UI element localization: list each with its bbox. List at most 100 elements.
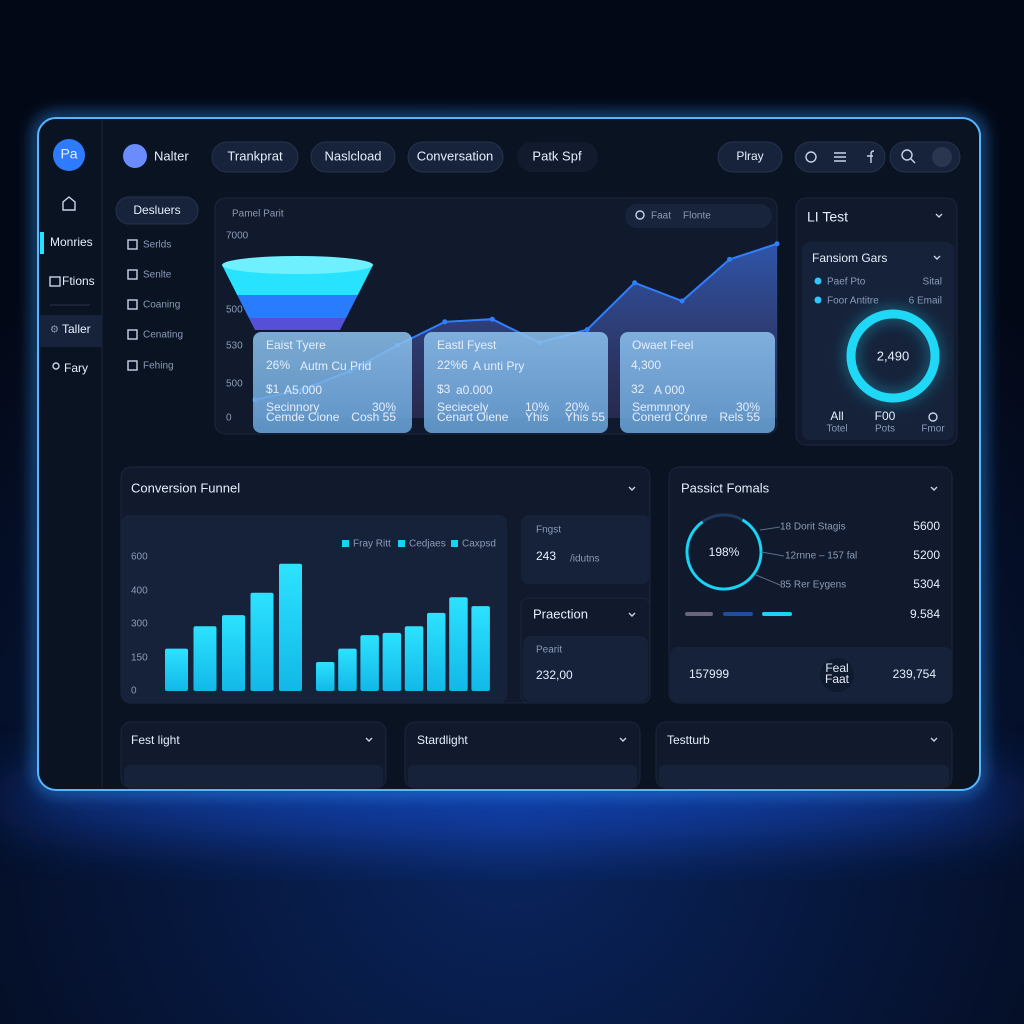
card-value: 4,300 — [631, 358, 661, 372]
stat-card[interactable] — [253, 332, 412, 433]
tab[interactable] — [517, 142, 598, 172]
home-icon[interactable] — [62, 196, 76, 211]
menu-item[interactable]: Cenating — [143, 330, 183, 341]
panel-title: Fest light — [131, 733, 180, 747]
chevron[interactable] — [628, 486, 636, 491]
menu-item[interactable]: Coaning — [143, 300, 180, 311]
total-right: 239,754 — [893, 667, 937, 681]
sidebar-item[interactable]: Ftions — [62, 274, 95, 288]
action-button[interactable] — [717, 141, 783, 173]
stat-label: Pots — [875, 424, 895, 435]
search-text: Flonte — [683, 211, 711, 222]
panel-title: Praection — [533, 606, 588, 621]
progress — [762, 612, 792, 616]
chevron[interactable] — [930, 486, 938, 491]
search-icon — [635, 210, 645, 220]
chevron[interactable] — [365, 737, 373, 742]
f-icon[interactable] — [867, 150, 875, 163]
legend-label: Caxpsd — [462, 539, 496, 550]
stat-card[interactable] — [424, 332, 608, 433]
menu-active[interactable] — [115, 196, 199, 225]
bar — [279, 563, 302, 691]
y-label: 530 — [226, 341, 243, 352]
card-value: 243 — [536, 549, 556, 563]
connector — [755, 526, 785, 586]
funnel-layer — [248, 318, 347, 330]
row-value: 5200 — [913, 548, 940, 562]
point — [584, 327, 590, 333]
action-label: Plray — [736, 149, 763, 163]
card-footer-note: Yhis — [525, 410, 548, 424]
y-label: 0 — [131, 686, 137, 697]
panel-title: Passict Fomals — [681, 480, 770, 495]
tab-label: Naslcload — [324, 148, 381, 163]
avatar[interactable] — [123, 144, 147, 168]
badge[interactable] — [820, 658, 854, 692]
card-footer: Conerd Conre — [632, 410, 708, 424]
badge-text: Faat — [825, 672, 850, 686]
legend-name: Foor Antitre — [827, 296, 879, 307]
chevron[interactable] — [628, 612, 636, 617]
badge-text: Feal — [825, 661, 848, 675]
chevron[interactable] — [619, 737, 627, 742]
icon — [127, 360, 138, 371]
sidebar-item[interactable]: Taller — [62, 322, 91, 336]
formals-panel — [668, 466, 953, 704]
prediction-card — [523, 636, 648, 702]
point — [774, 241, 780, 247]
tab[interactable] — [310, 141, 396, 173]
stat-card[interactable] — [620, 332, 775, 433]
card-note: a0.000 — [456, 383, 493, 397]
tab[interactable] — [211, 141, 299, 173]
card-unit: /idutns — [570, 554, 599, 565]
search-icon[interactable] — [901, 149, 913, 161]
card-note: A 000 — [654, 383, 685, 397]
bar — [250, 592, 274, 691]
sub-panel — [124, 765, 383, 788]
small-card[interactable] — [521, 515, 650, 584]
card-note: A5.000 — [284, 383, 322, 397]
card-value: 22%6 — [437, 358, 468, 372]
change: 9.584 — [910, 607, 940, 621]
sidebar-item[interactable]: Monries — [50, 235, 93, 249]
icon[interactable] — [805, 151, 817, 163]
bar — [316, 661, 335, 691]
menu-item[interactable]: Serlds — [143, 240, 171, 251]
search-box[interactable] — [625, 204, 772, 228]
chevron[interactable] — [930, 737, 938, 742]
bar — [360, 635, 379, 691]
panel-title: Pamel Parit — [232, 209, 284, 220]
chevron[interactable] — [933, 255, 941, 260]
legend-swatch — [398, 540, 405, 547]
icon — [127, 299, 138, 310]
user-name: Nalter — [154, 148, 189, 163]
chevron[interactable] — [935, 213, 943, 218]
funnel-top — [222, 256, 373, 274]
stat-label: Fmor — [921, 424, 945, 435]
totals-strip — [670, 647, 952, 702]
menu-icon[interactable] — [834, 152, 846, 162]
panel-title: Conversion Funnel — [131, 480, 240, 495]
logo[interactable] — [53, 139, 85, 171]
menu-item[interactable]: Fehing — [143, 361, 174, 372]
card-footer: Semmnory — [632, 400, 690, 414]
card-footer-value: 20% — [565, 400, 589, 414]
legend-label: Cedjaes — [409, 539, 446, 550]
tab-label: Conversation — [417, 148, 494, 163]
sidebar-item[interactable]: Fary — [64, 361, 88, 375]
row-name: 85 Rer Eygens — [780, 580, 846, 591]
tab-label: Trankprat — [227, 148, 283, 163]
card-footer-value: Cosh 55 — [351, 410, 396, 424]
progress — [685, 612, 713, 616]
bar — [193, 626, 217, 691]
logo-text: Pa — [60, 146, 77, 162]
point — [632, 280, 638, 286]
row-name: 12rnne – 157 fal — [785, 551, 857, 562]
card-note: A unti Pry — [473, 359, 524, 373]
profile[interactable] — [932, 147, 952, 167]
stat-value: F00 — [875, 409, 896, 423]
tab[interactable] — [407, 141, 504, 173]
menu-item[interactable]: Senlte — [143, 270, 172, 281]
card-amount: $3 — [437, 382, 451, 396]
